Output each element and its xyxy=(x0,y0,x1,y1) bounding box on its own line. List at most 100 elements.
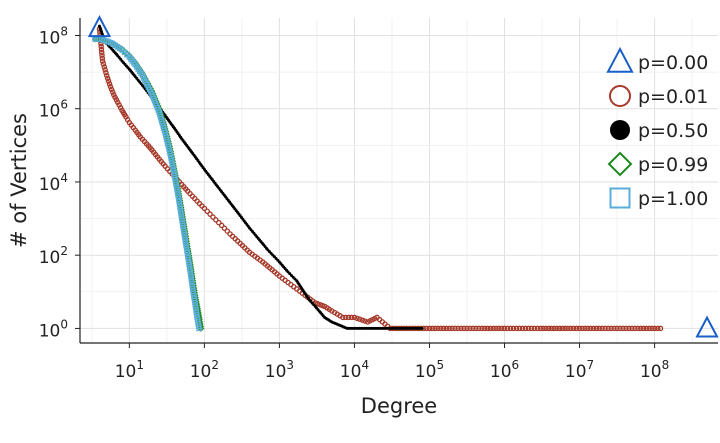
data-point xyxy=(635,325,641,332)
data-point xyxy=(654,325,661,332)
data-point xyxy=(593,325,600,332)
data-point xyxy=(605,325,611,332)
data-point xyxy=(101,64,108,70)
data-point xyxy=(562,325,568,332)
legend-marker-diamond xyxy=(607,151,633,177)
x-tick-label: 106 xyxy=(490,358,519,382)
data-point xyxy=(196,325,202,332)
data-point xyxy=(345,314,352,321)
y-axis-title: # of Vertices xyxy=(7,113,31,248)
y-tick-label: 102 xyxy=(39,244,68,268)
legend-label: p=1.00 xyxy=(638,188,708,210)
data-point xyxy=(652,325,658,332)
data-point xyxy=(585,325,591,332)
data-point xyxy=(476,325,482,332)
data-point xyxy=(479,325,485,332)
y-tick-label: 100 xyxy=(39,317,68,341)
data-point xyxy=(629,325,635,332)
data-point xyxy=(487,325,494,332)
legend-item-p=0.99: p=0.99 xyxy=(607,151,708,177)
data-point xyxy=(354,315,360,322)
data-point xyxy=(599,325,605,332)
data-point xyxy=(438,325,444,332)
x-axis-title: Degree xyxy=(361,394,437,418)
data-point xyxy=(98,46,105,53)
data-point xyxy=(204,208,210,215)
data-point xyxy=(516,325,523,332)
data-point xyxy=(449,325,455,332)
data-point xyxy=(351,314,358,321)
data-point xyxy=(504,325,511,332)
x-tick-label: 103 xyxy=(265,358,294,382)
data-point xyxy=(464,325,470,332)
data-point xyxy=(579,325,585,332)
data-point xyxy=(99,55,106,61)
data-point xyxy=(455,325,461,332)
data-point xyxy=(103,69,109,76)
data-point xyxy=(207,211,213,217)
x-tick-label: 105 xyxy=(415,358,444,382)
data-point xyxy=(482,325,488,332)
data-point xyxy=(649,325,655,332)
data-point xyxy=(461,325,467,332)
data-point xyxy=(632,325,638,332)
y-tick-label: 104 xyxy=(39,171,68,195)
data-point xyxy=(105,78,112,84)
data-point xyxy=(596,325,603,332)
x-tick-label: 101 xyxy=(115,358,144,382)
data-point xyxy=(510,325,517,332)
data-point xyxy=(452,325,458,332)
data-point xyxy=(348,314,355,321)
data-point xyxy=(559,325,566,332)
data-point xyxy=(498,325,505,332)
data-point xyxy=(87,15,112,38)
data-point xyxy=(98,43,104,50)
legend: p=0.00 p=0.01 p=0.50 p=0.99 p=1.00 xyxy=(606,46,708,210)
data-point xyxy=(458,325,464,332)
y-tick-label: 108 xyxy=(39,24,68,48)
data-point xyxy=(543,325,549,332)
data-point xyxy=(525,325,532,332)
data-point xyxy=(617,325,623,332)
legend-label: p=0.50 xyxy=(638,120,708,142)
data-point xyxy=(545,325,552,332)
data-point xyxy=(446,325,452,332)
data-point xyxy=(519,325,526,332)
data-point xyxy=(646,325,652,332)
x-tick-label: 102 xyxy=(190,358,219,382)
data-point xyxy=(638,325,644,332)
data-point xyxy=(587,325,594,332)
data-point xyxy=(565,325,571,332)
data-point xyxy=(201,205,208,212)
x-tick-label: 108 xyxy=(640,358,669,382)
data-point xyxy=(102,67,108,73)
data-point xyxy=(643,325,650,332)
data-point xyxy=(443,325,450,332)
legend-item-p=1.00: p=1.00 xyxy=(609,187,708,210)
data-point xyxy=(537,325,544,332)
data-point xyxy=(657,325,664,332)
legend-item-p=0.01: p=0.01 xyxy=(609,85,708,108)
data-point xyxy=(582,325,588,332)
data-point xyxy=(470,325,476,332)
series-p=0.50 xyxy=(97,24,424,330)
data-point xyxy=(435,325,441,332)
series-p=0.01 xyxy=(96,26,664,332)
data-point xyxy=(573,325,580,332)
data-point xyxy=(359,317,366,323)
legend-item-p=0.00: p=0.00 xyxy=(606,46,708,74)
data-point xyxy=(496,325,502,332)
data-point xyxy=(221,225,228,232)
legend-label: p=0.99 xyxy=(638,154,708,176)
data-point xyxy=(356,316,363,322)
data-point xyxy=(602,325,608,332)
data-point xyxy=(484,325,491,332)
legend-marker-circle-open xyxy=(609,85,631,107)
data-point xyxy=(213,217,219,223)
series-p=1.00 xyxy=(92,36,202,332)
data-point xyxy=(108,86,115,93)
data-point xyxy=(614,325,620,332)
x-tick-label: 104 xyxy=(340,358,369,382)
data-point xyxy=(342,314,349,321)
